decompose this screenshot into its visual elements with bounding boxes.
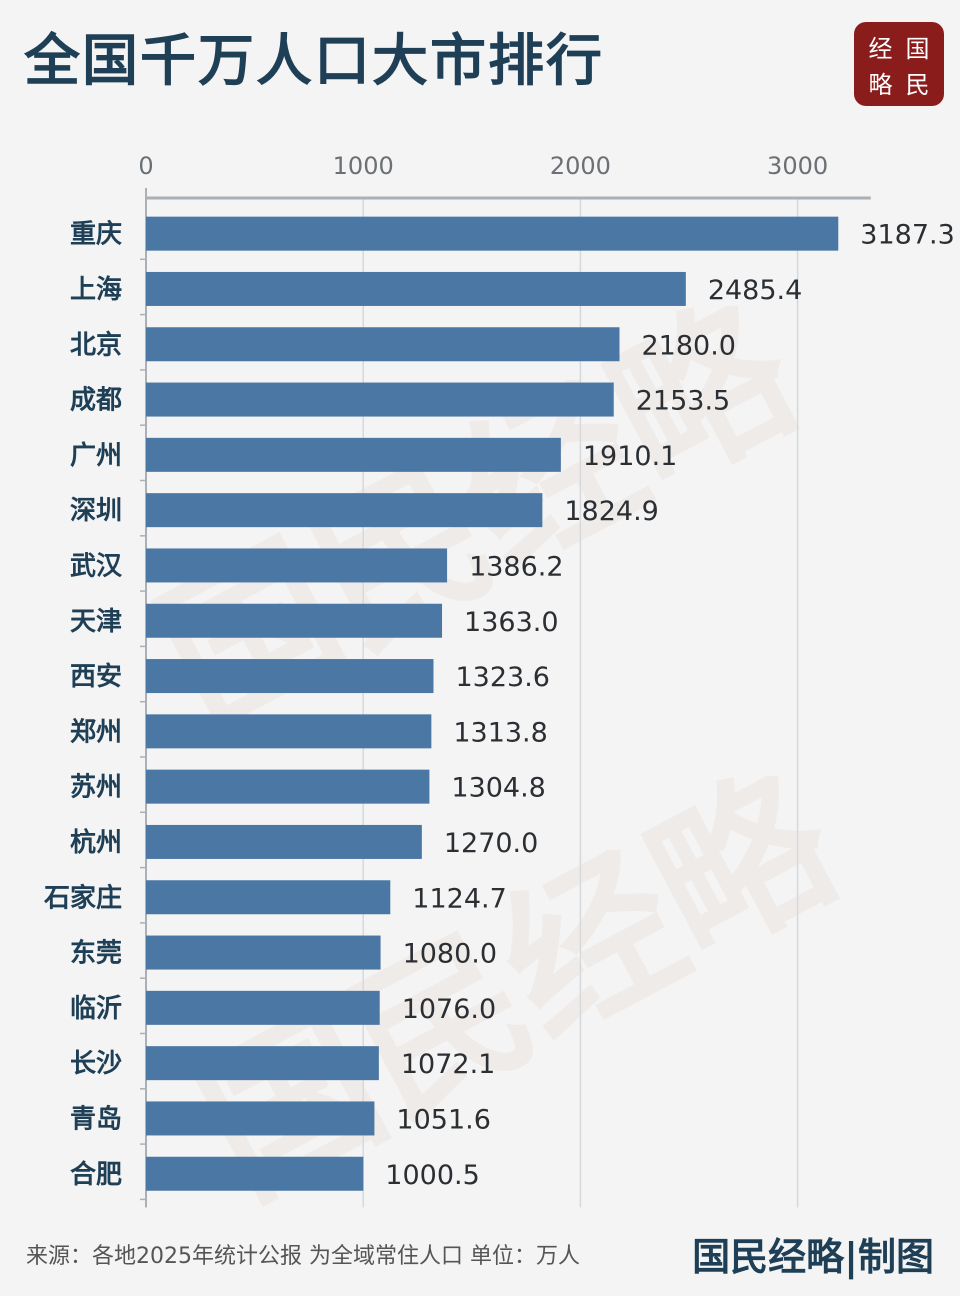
category-label: 郑州	[70, 717, 122, 747]
data-label: 1051.6	[396, 1104, 490, 1135]
bar	[146, 880, 391, 915]
bar	[146, 216, 839, 251]
data-label: 2180.0	[641, 330, 735, 361]
bar	[146, 603, 443, 638]
bar	[146, 935, 381, 970]
bar	[146, 271, 686, 306]
bar	[146, 548, 448, 583]
category-label: 广州	[70, 441, 122, 471]
data-label: 1386.2	[469, 551, 563, 582]
data-label: 1076.0	[402, 994, 496, 1025]
bar	[146, 1101, 375, 1136]
data-label: 3187.3	[860, 220, 954, 251]
brand-logo: 经 国 略 民	[854, 22, 944, 106]
x-tick-label: 2000	[550, 152, 611, 180]
category-label: 苏州	[70, 773, 122, 803]
data-label: 1824.9	[564, 496, 658, 527]
category-label: 青岛	[70, 1103, 122, 1134]
data-label: 1072.1	[401, 1049, 495, 1080]
bar-chart: 0 1000 2000 3000 重庆 3187.3 上海 2485.4 北京 2180.0 成都 2…	[43, 152, 955, 1208]
bar	[146, 1046, 379, 1081]
data-label: 1313.8	[453, 717, 547, 748]
logo-char: 经	[868, 34, 893, 63]
category-label: 临沂	[70, 993, 122, 1024]
data-label: 1000.5	[385, 1160, 479, 1191]
data-label: 1270.0	[444, 828, 538, 859]
category-label: 武汉	[70, 551, 123, 581]
data-label: 1124.7	[412, 883, 506, 914]
data-label: 2153.5	[636, 386, 730, 417]
category-label: 石家庄	[43, 882, 122, 913]
category-label: 东莞	[70, 938, 122, 969]
bar	[146, 659, 434, 694]
bar	[146, 714, 432, 749]
data-label: 1304.8	[451, 773, 545, 804]
x-tick-label: 1000	[333, 152, 394, 180]
category-label: 重庆	[70, 219, 122, 250]
logo-char: 国	[905, 34, 930, 63]
brand-credit: 国民经略|制图	[692, 1235, 934, 1279]
bar	[146, 382, 614, 417]
bar	[146, 327, 620, 362]
category-label: 上海	[70, 275, 122, 305]
category-label: 天津	[70, 607, 122, 637]
bar	[146, 437, 561, 472]
bar	[146, 824, 422, 859]
category-label: 西安	[70, 662, 122, 692]
bar	[146, 769, 430, 804]
category-label: 北京	[70, 329, 122, 360]
data-label: 1323.6	[455, 662, 549, 693]
x-tick-label: 3000	[767, 152, 828, 180]
page-title: 全国千万人口大市排行	[24, 29, 604, 94]
data-label: 2485.4	[708, 275, 802, 306]
data-label: 1910.1	[583, 441, 677, 472]
source-note: 来源：各地2025年统计公报 为全域常住人口 单位：万人	[26, 1244, 580, 1269]
category-label: 深圳	[70, 496, 122, 526]
bar	[146, 1156, 364, 1191]
logo-char: 民	[905, 70, 930, 99]
category-label: 杭州	[70, 827, 122, 858]
category-label: 长沙	[70, 1049, 122, 1079]
bar	[146, 990, 380, 1025]
data-label: 1080.0	[403, 939, 497, 970]
x-tick-label: 0	[138, 152, 153, 180]
category-label: 合肥	[70, 1159, 122, 1190]
data-label: 1363.0	[464, 607, 558, 638]
bar	[146, 493, 543, 528]
logo-char: 略	[868, 70, 893, 99]
category-label: 成都	[70, 386, 122, 416]
